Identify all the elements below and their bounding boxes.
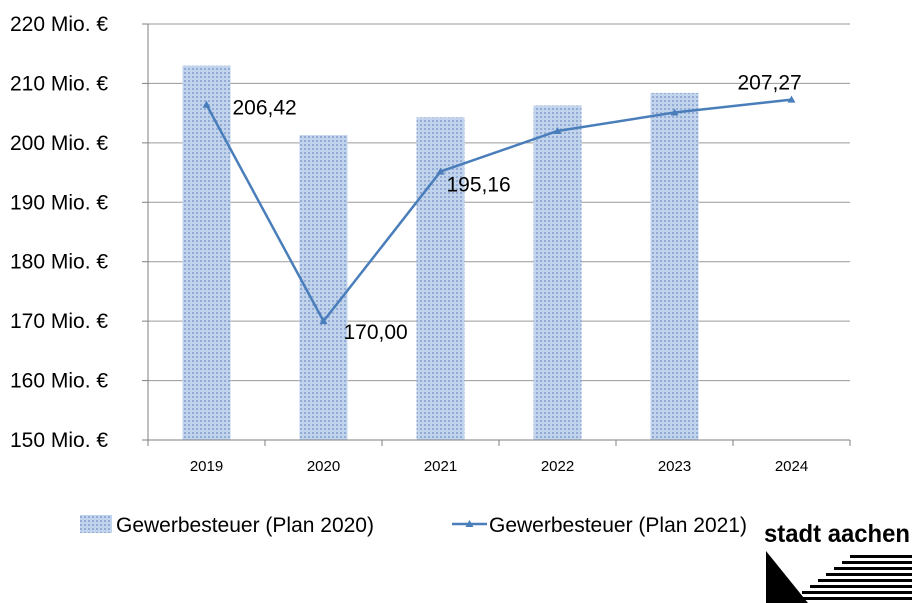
legend: Gewerbesteuer (Plan 2020) Gewerbesteuer … (80, 514, 747, 537)
y-tick-label: 210 Mio. € (10, 72, 108, 95)
data-label: 170,00 (344, 321, 408, 344)
x-tick-label: 2024 (775, 458, 808, 475)
x-tick-label: 2021 (424, 458, 457, 475)
legend-swatch-bar (80, 515, 112, 533)
bar (650, 92, 699, 441)
bar (533, 105, 582, 440)
bar (299, 135, 348, 441)
stadt-aachen-logo: stadt aachen (764, 520, 912, 603)
y-tick-label: 190 Mio. € (10, 191, 108, 214)
logo-wordmark: stadt aachen (764, 520, 910, 548)
line-series (202, 95, 796, 325)
series-line (205, 98, 792, 324)
x-tick-label: 2023 (658, 458, 691, 475)
legend-swatch-marker (465, 520, 474, 527)
line-marker (436, 167, 445, 175)
bar (182, 65, 231, 440)
data-label: 195,16 (447, 174, 511, 197)
y-tick-label: 170 Mio. € (10, 310, 108, 333)
data-label: 206,42 (233, 97, 297, 120)
logo-triangle (766, 551, 808, 603)
line-marker (319, 317, 328, 325)
x-tick-label: 2022 (541, 458, 574, 475)
data-labels: 206,42 170,00 195,16 207,27 (233, 72, 802, 344)
legend-label-line: Gewerbesteuer (Plan 2021) (489, 514, 747, 537)
line-marker (670, 108, 679, 116)
x-tick-label: 2019 (190, 458, 223, 475)
y-tick-label: 160 Mio. € (10, 370, 108, 393)
axes: 150 Mio. € 160 Mio. € 170 Mio. € 180 Mio. €… (10, 13, 851, 475)
line-marker (787, 95, 796, 103)
line-marker (553, 126, 562, 134)
data-label: 207,27 (738, 72, 802, 95)
y-tick-label: 180 Mio. € (10, 251, 108, 274)
y-tick-label: 150 Mio. € (10, 429, 108, 452)
y-tick-label: 220 Mio. € (10, 13, 108, 36)
bar-series (182, 65, 699, 441)
y-tick-label: 200 Mio. € (10, 132, 108, 155)
x-tick-label: 2020 (307, 458, 340, 475)
line-marker (202, 100, 211, 108)
gridlines (148, 23, 850, 382)
legend-label-bar: Gewerbesteuer (Plan 2020) (116, 514, 374, 537)
logo-stripes (794, 555, 912, 600)
